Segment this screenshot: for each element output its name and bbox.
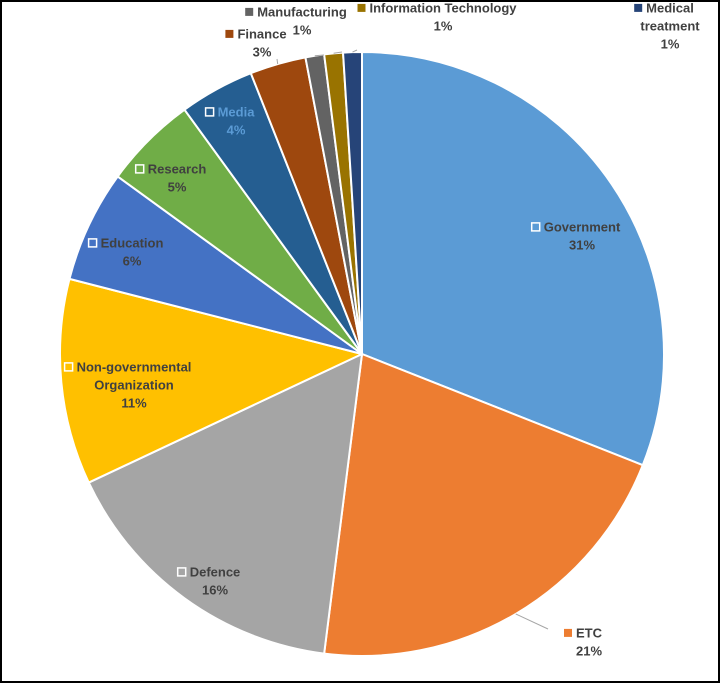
data-label-category: Medical [646, 0, 694, 15]
data-label-category: Research [148, 161, 207, 176]
data-label-media: Media 4% [204, 104, 256, 137]
data-label-category: Manufacturing [257, 4, 347, 19]
data-label-category: Information Technology [369, 0, 517, 15]
legend-key-icon [63, 362, 74, 372]
legend-key-icon [176, 567, 187, 577]
data-label-etc: ETC 21% [564, 625, 603, 658]
legend-key-icon [204, 107, 215, 117]
pie-slice-medical-treatment [342, 51, 363, 355]
pie-slice-defence [87, 353, 363, 655]
data-label-manufacturing: Manufacturing 1% [245, 4, 347, 37]
leader-line [276, 58, 279, 65]
legend-key-icon [564, 628, 572, 637]
data-label-defence: Defence 16% [176, 564, 241, 597]
data-label-percent: 5% [168, 179, 187, 194]
data-label-percent: 6% [123, 253, 142, 268]
data-label-percent: 3% [253, 44, 272, 59]
data-label-percent: 31% [569, 237, 595, 252]
leader-lines [276, 49, 549, 630]
data-label-category: Non-governmental [77, 359, 192, 374]
data-label-category: Finance [237, 26, 286, 41]
data-label-percent: 1% [434, 18, 453, 33]
legend-key-icon [134, 164, 145, 174]
leader-line [314, 54, 325, 57]
data-label-non-governmental-organization: Non-governmental Organization 11% [63, 359, 192, 410]
data-label-finance: Finance 3% [225, 26, 287, 59]
data-label-percent: 16% [202, 582, 228, 597]
legend-key-icon [357, 3, 366, 12]
leader-line [352, 49, 358, 53]
data-label-category: Education [101, 235, 164, 250]
data-label-information-technology: Information Technology 1% [357, 0, 517, 33]
data-label-government: Government 31% [530, 219, 621, 252]
data-label-research: Research 5% [134, 161, 207, 194]
data-label-percent: 4% [227, 122, 246, 137]
data-label-percent: 11% [121, 395, 147, 410]
data-label-percent: 21% [576, 643, 602, 658]
legend-key-icon [530, 222, 541, 232]
leader-line [333, 51, 343, 54]
data-label-category: ETC [576, 625, 603, 640]
data-labels: Government 31% ETC 21% Defence 16% Non-governm… [63, 0, 700, 658]
data-label-category: Government [544, 219, 621, 234]
data-label-category: treatment [640, 18, 700, 33]
data-label-category: Defence [190, 564, 241, 579]
pie-slice-government [361, 51, 665, 467]
data-label-category: Organization [94, 377, 174, 392]
data-label-medical-treatment: Medical treatment 1% [634, 0, 700, 51]
pie-slice-non-governmental-organization [59, 277, 363, 484]
legend-key-icon [87, 238, 98, 248]
leader-line [515, 613, 549, 630]
data-label-category: Media [218, 104, 256, 119]
pie-slices [59, 51, 665, 657]
legend-key-icon [225, 29, 234, 38]
legend-key-icon [634, 3, 643, 12]
data-label-education: Education 6% [87, 235, 164, 268]
data-label-percent: 1% [293, 22, 312, 37]
data-label-percent: 1% [661, 36, 680, 51]
legend-key-icon [245, 7, 254, 16]
